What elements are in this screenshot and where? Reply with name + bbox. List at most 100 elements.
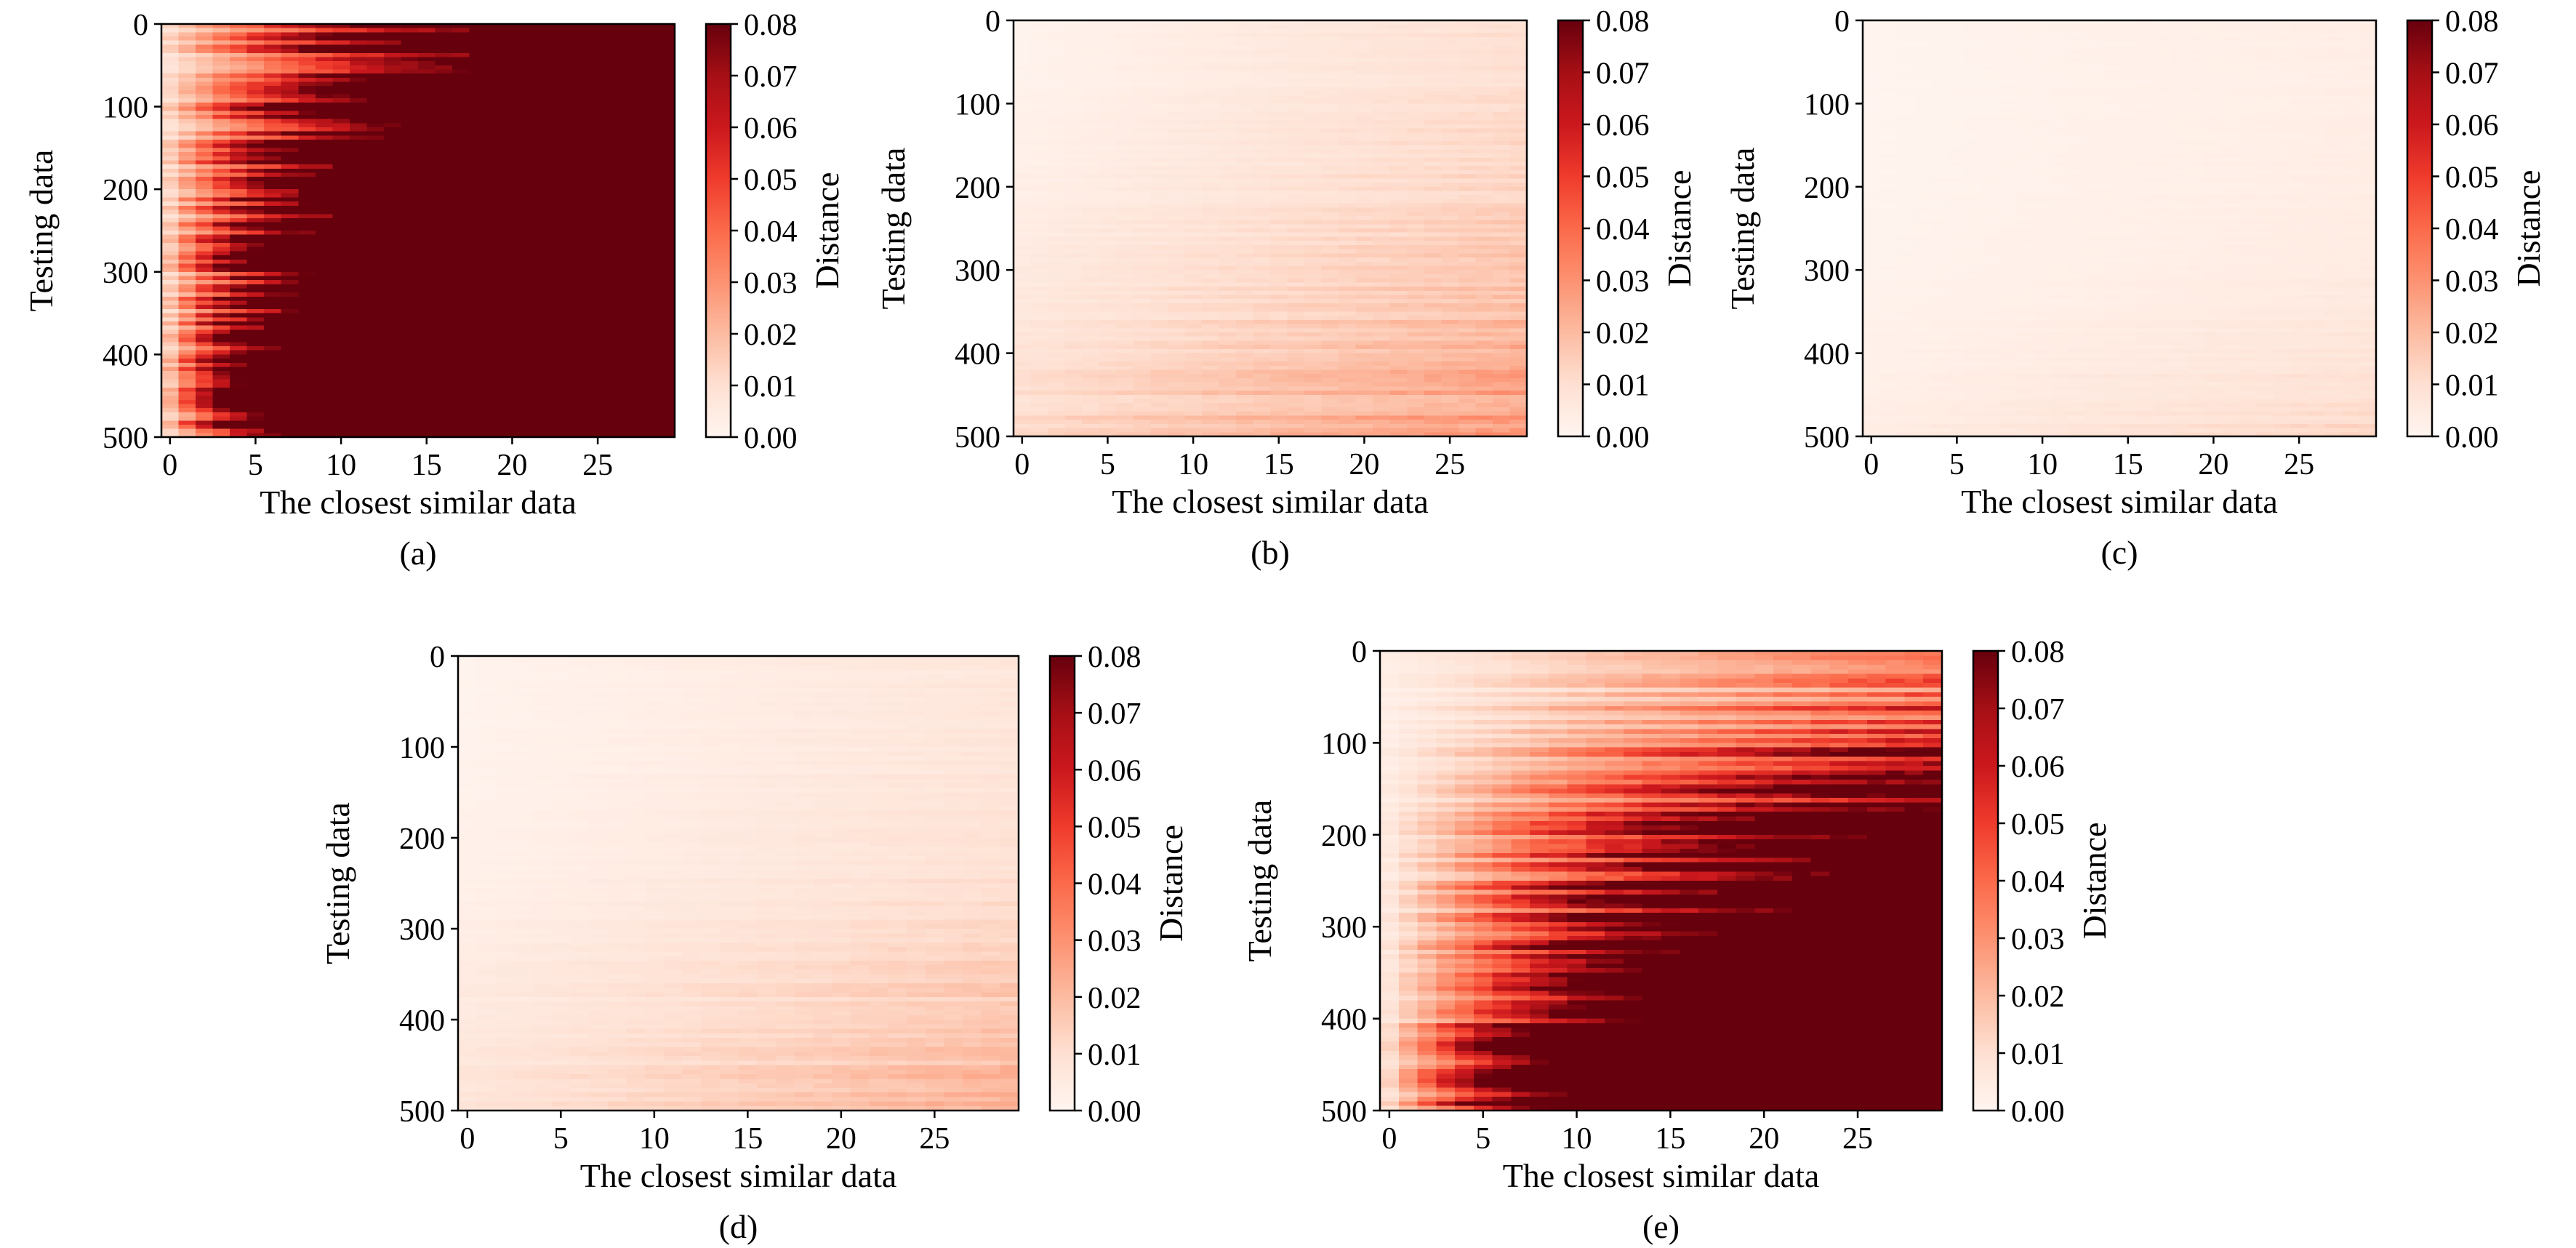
heatmap-cell bbox=[178, 148, 196, 153]
heatmap-cell bbox=[178, 268, 196, 273]
heatmap-cell bbox=[606, 135, 624, 140]
heatmap-cell bbox=[298, 49, 316, 54]
heatmap-cell bbox=[606, 263, 624, 268]
heatmap-cell bbox=[1150, 153, 1168, 159]
heatmap-cell bbox=[1099, 82, 1117, 88]
heatmap-cell bbox=[486, 32, 505, 37]
heatmap-cell bbox=[196, 412, 214, 417]
heatmap-cell bbox=[555, 119, 573, 124]
heatmap-cell bbox=[1389, 157, 1408, 163]
heatmap-cell bbox=[366, 362, 385, 368]
heatmap-cell bbox=[1064, 132, 1083, 137]
heatmap-cell bbox=[1167, 53, 1185, 59]
heatmap-cell bbox=[1424, 49, 1442, 55]
heatmap-cell bbox=[452, 86, 470, 91]
heatmap-cell bbox=[503, 329, 521, 335]
heatmap-cell bbox=[606, 329, 624, 335]
heatmap-cell bbox=[606, 36, 624, 41]
heatmap-cell bbox=[1321, 186, 1339, 192]
heatmap-cell bbox=[1287, 36, 1305, 42]
heatmap-cell bbox=[1150, 45, 1168, 50]
heatmap-cell bbox=[161, 172, 180, 177]
heatmap-cell bbox=[1133, 195, 1151, 200]
heatmap-cell bbox=[1253, 20, 1271, 25]
heatmap-cell bbox=[418, 375, 436, 380]
heatmap-cell bbox=[401, 325, 419, 330]
heatmap-cell bbox=[230, 152, 248, 157]
heatmap-cell bbox=[418, 61, 436, 66]
heatmap-cell bbox=[571, 371, 590, 376]
heatmap-cell bbox=[1099, 36, 1117, 42]
heatmap-cell bbox=[589, 350, 607, 355]
heatmap-cell bbox=[383, 49, 402, 54]
heatmap-cell bbox=[1133, 224, 1151, 229]
heatmap-cell bbox=[1219, 224, 1237, 229]
heatmap-cell bbox=[1373, 161, 1391, 167]
heatmap-cell bbox=[1253, 236, 1271, 241]
heatmap-cell bbox=[1373, 199, 1391, 204]
heatmap-cell bbox=[1321, 161, 1339, 167]
heatmap-cell bbox=[1253, 287, 1271, 292]
heatmap-cell bbox=[1030, 111, 1048, 117]
heatmap-cell bbox=[435, 185, 453, 190]
heatmap-cell bbox=[1441, 249, 1459, 254]
heatmap-cell bbox=[657, 172, 675, 177]
heatmap-cell bbox=[1339, 65, 1357, 71]
heatmap-cell bbox=[1048, 137, 1066, 142]
heatmap-cell bbox=[161, 433, 180, 438]
heatmap-cell bbox=[246, 350, 265, 355]
heatmap-cell bbox=[1235, 99, 1254, 104]
heatmap-cell bbox=[1509, 261, 1528, 267]
heatmap-cell bbox=[1424, 145, 1442, 150]
heatmap-cell bbox=[623, 337, 641, 343]
heatmap-cell bbox=[623, 334, 641, 339]
heatmap-cell bbox=[571, 111, 590, 116]
heatmap-cell bbox=[452, 308, 470, 314]
heatmap-cell bbox=[1270, 287, 1288, 292]
heatmap-cell bbox=[401, 119, 419, 124]
heatmap-cell bbox=[1373, 91, 1391, 96]
heatmap-cell bbox=[1355, 111, 1373, 117]
heatmap-cell bbox=[521, 271, 539, 277]
heatmap-cell bbox=[1424, 166, 1442, 171]
heatmap-cell bbox=[589, 217, 607, 223]
colorbar-tick-label: 0.05 bbox=[744, 164, 798, 197]
heatmap-cell bbox=[196, 371, 214, 376]
heatmap-cell bbox=[401, 65, 419, 71]
heatmap-cell bbox=[401, 32, 419, 37]
heatmap-cell bbox=[196, 77, 214, 83]
heatmap-cell bbox=[503, 300, 521, 305]
heatmap-cell bbox=[1475, 249, 1493, 254]
heatmap-cell bbox=[1082, 195, 1100, 200]
heatmap-cell bbox=[401, 342, 419, 347]
heatmap-cell bbox=[161, 412, 180, 417]
heatmap-cell bbox=[178, 49, 196, 54]
heatmap-cell bbox=[503, 119, 521, 124]
heatmap-cell bbox=[1099, 24, 1117, 30]
heatmap-cell bbox=[1014, 41, 1032, 46]
heatmap-cell bbox=[1321, 270, 1339, 275]
heatmap-cell bbox=[332, 214, 350, 219]
heatmap-cell bbox=[1030, 215, 1048, 221]
heatmap-cell bbox=[281, 399, 299, 405]
heatmap-cell bbox=[435, 209, 453, 215]
heatmap-cell bbox=[1099, 132, 1117, 137]
heatmap-cell bbox=[1441, 103, 1459, 108]
heatmap-cell bbox=[623, 81, 641, 87]
heatmap-cell bbox=[349, 234, 367, 239]
heatmap-cell bbox=[196, 259, 214, 265]
heatmap-cell bbox=[640, 102, 659, 108]
heatmap-cell bbox=[1030, 70, 1048, 75]
heatmap-cell bbox=[1304, 169, 1323, 175]
heatmap-cell bbox=[1458, 116, 1476, 121]
heatmap-cell bbox=[1304, 62, 1323, 67]
heatmap-cell bbox=[503, 123, 521, 128]
heatmap-cell bbox=[1424, 116, 1442, 121]
heatmap-cell bbox=[1030, 87, 1048, 92]
heatmap-cell bbox=[212, 375, 230, 380]
heatmap-cell bbox=[246, 391, 265, 396]
heatmap-cell bbox=[1048, 108, 1066, 113]
heatmap-cell bbox=[452, 387, 470, 393]
heatmap-cell bbox=[1304, 174, 1323, 179]
heatmap-cell bbox=[1048, 212, 1066, 217]
